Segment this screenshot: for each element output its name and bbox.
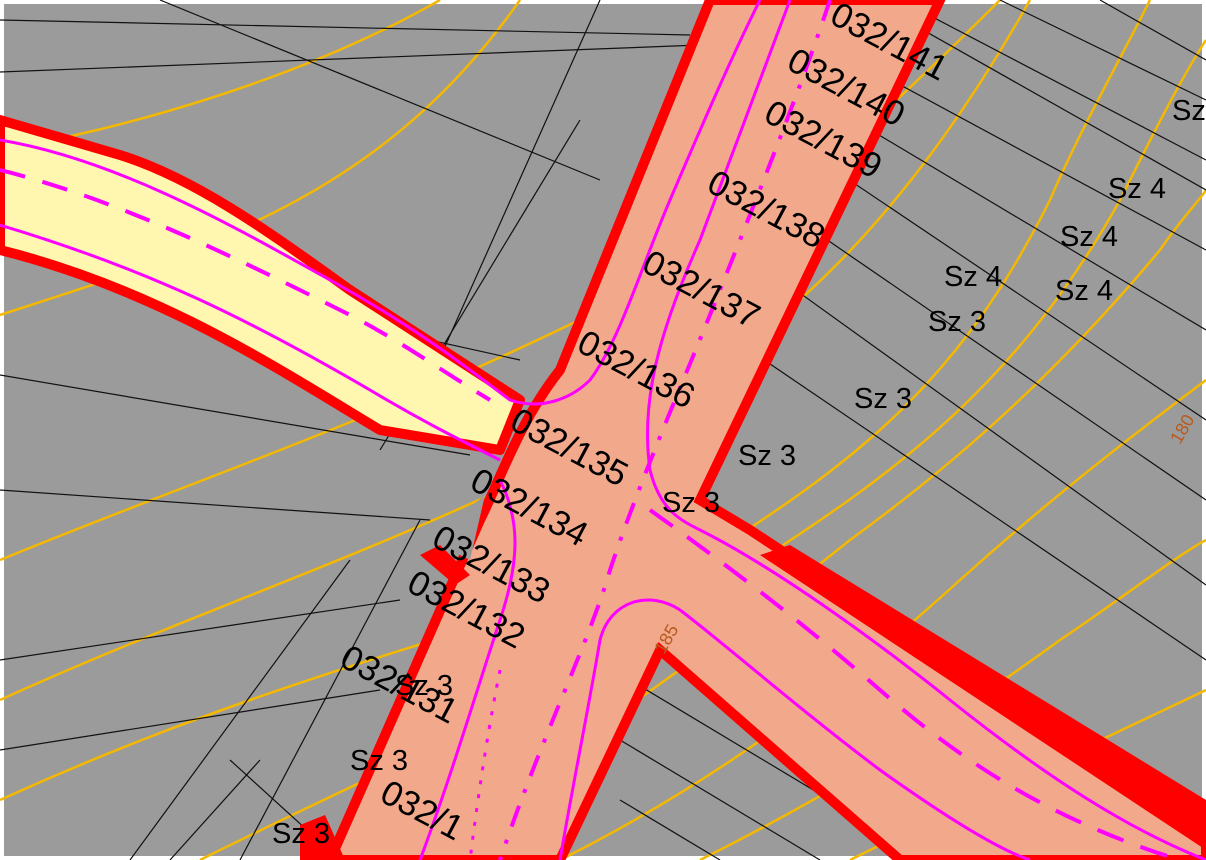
- zone-label: Sz 3: [662, 487, 720, 519]
- zone-label: Sz 4: [1060, 221, 1118, 253]
- zone-label: Sz 3: [928, 306, 986, 338]
- map-background: [430, 495, 485, 560]
- road-edge-block: [420, 545, 470, 585]
- zone-label: Sz 3: [350, 745, 408, 777]
- road-edge-block: [760, 545, 1206, 850]
- zone-label: Sz: [1172, 95, 1206, 127]
- zone-label: Sz 3: [272, 818, 330, 850]
- contour-line: [0, 0, 1152, 802]
- zone-label: Sz 3: [395, 670, 453, 702]
- road-edge-block: [300, 815, 345, 860]
- contour-line: [0, 0, 522, 317]
- zone-label: Sz 4: [1108, 173, 1166, 205]
- main-road-corridor[interactable]: [324, 0, 1206, 860]
- contour-line: [699, 538, 1206, 860]
- side-road-west[interactable]: [0, 115, 525, 455]
- zone-label: Sz 4: [944, 261, 1002, 293]
- zone-label: Sz 3: [854, 383, 912, 415]
- contour-line: [559, 379, 1206, 860]
- centerlines: [0, 0, 1181, 860]
- zone-label: Sz 4: [1055, 275, 1113, 307]
- zone-label: Sz 3: [738, 440, 796, 472]
